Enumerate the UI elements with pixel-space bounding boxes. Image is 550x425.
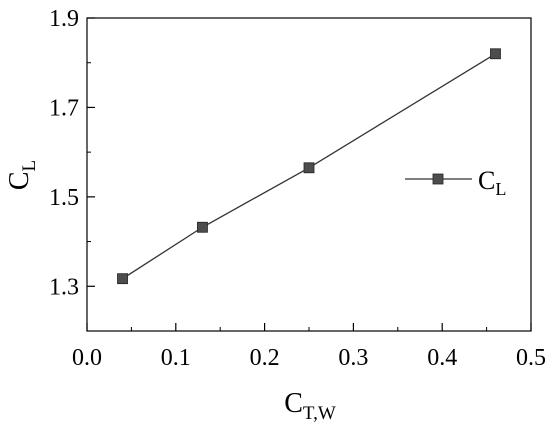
series-layer bbox=[117, 48, 501, 285]
plot-frame bbox=[86, 17, 532, 332]
x-tick-label: 0.3 bbox=[338, 345, 368, 371]
legend: CL bbox=[405, 166, 506, 199]
x-axis-ticks: 0.0 0.1 0.2 0.3 0.4 0.5 bbox=[72, 323, 546, 371]
y-tick-label: 1.7 bbox=[49, 95, 79, 121]
legend-label: CL bbox=[478, 166, 506, 199]
x-tick-label: 0.4 bbox=[427, 345, 457, 371]
legend-marker bbox=[432, 173, 444, 185]
y-tick-label: 1.5 bbox=[49, 185, 79, 211]
data-point bbox=[117, 273, 128, 285]
y-tick-label: 1.9 bbox=[49, 6, 79, 32]
data-point bbox=[197, 221, 208, 233]
x-tick-label: 0.5 bbox=[516, 345, 546, 371]
x-tick-label: 0.0 bbox=[72, 345, 102, 371]
data-point bbox=[303, 162, 315, 174]
y-axis-ticks: 1.3 1.5 1.7 1.9 bbox=[49, 6, 95, 332]
series-line bbox=[122, 53, 496, 280]
x-tick-label: 0.1 bbox=[161, 345, 191, 371]
x-axis-title: CT,W bbox=[284, 388, 336, 424]
y-axis-title: CL bbox=[4, 160, 40, 190]
x-tick-label: 0.2 bbox=[250, 345, 280, 371]
data-point bbox=[490, 48, 501, 60]
y-tick-label: 1.3 bbox=[49, 274, 79, 300]
